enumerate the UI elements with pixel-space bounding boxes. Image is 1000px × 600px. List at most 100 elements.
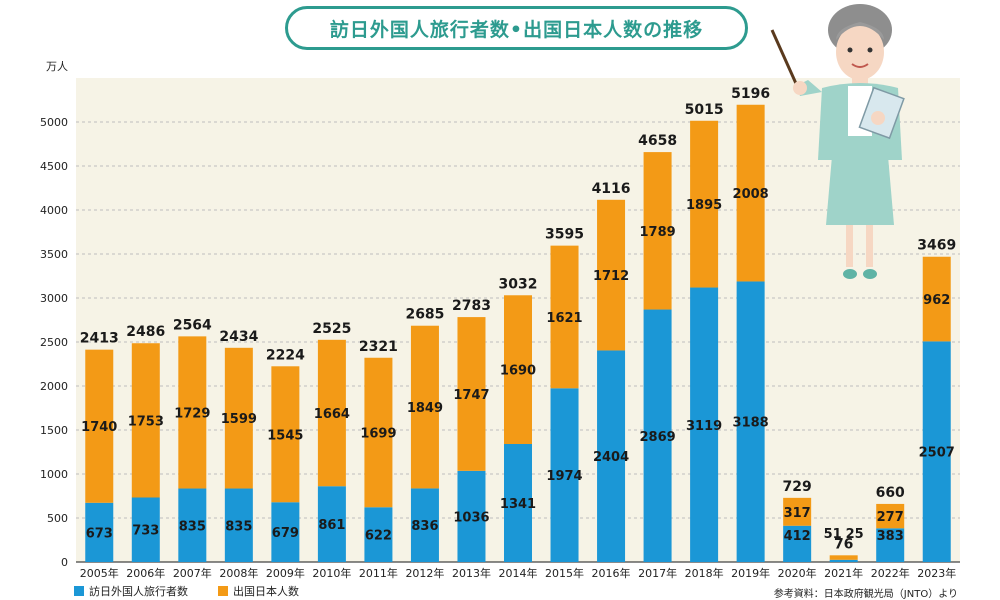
x-tick-label: 2019年	[731, 566, 770, 580]
label-total: 3469	[917, 238, 956, 254]
bar-visitors	[690, 287, 719, 562]
bar-outbound	[131, 343, 160, 498]
label-visitors: 835	[179, 519, 206, 534]
x-tick-label: 2021年	[824, 566, 863, 580]
bar-visitors	[504, 443, 532, 562]
label-total: 2525	[312, 321, 351, 337]
label-visitors: 836	[411, 519, 438, 534]
legend-item-visitors: 訪日外国人旅行者数	[74, 583, 188, 599]
bar-visitors	[922, 341, 951, 562]
label-visitors: 622	[365, 529, 392, 544]
teacher-illustration	[770, 4, 905, 279]
bar-outbound	[504, 295, 532, 444]
x-tick-label: 2022年	[871, 566, 910, 580]
bar-visitors	[224, 488, 253, 562]
bar-visitors	[271, 502, 300, 562]
label-total: 2486	[126, 324, 165, 340]
x-tick-label: 2011年	[359, 566, 398, 580]
label-visitors: 1341	[500, 497, 536, 512]
bar-outbound	[457, 317, 486, 471]
label-total: 3032	[499, 276, 538, 292]
y-tick-label: 4500	[40, 160, 68, 173]
label-visitors: 679	[272, 526, 299, 541]
x-tick-label: 2013年	[452, 566, 491, 580]
label-visitors: 383	[877, 529, 904, 544]
bar-outbound	[643, 152, 672, 310]
y-tick-label: 0	[61, 556, 68, 569]
bar-outbound	[690, 120, 719, 288]
label-outbound: 1690	[500, 364, 536, 379]
bar-outbound	[922, 256, 951, 342]
label-total: 2783	[452, 298, 491, 314]
bar-outbound	[224, 347, 253, 489]
bar-outbound	[550, 245, 579, 389]
label-outbound: 1789	[639, 225, 675, 240]
label-visitors: 835	[225, 519, 252, 534]
label-total: 2434	[219, 329, 258, 345]
bar-visitors	[178, 488, 207, 562]
x-tick-label: 2023年	[917, 566, 956, 580]
label-visitors: 2869	[639, 430, 675, 445]
label-outbound: 1895	[686, 198, 722, 213]
x-tick-label: 2016年	[592, 566, 631, 580]
x-tick-label: 2018年	[685, 566, 724, 580]
y-tick-label: 2500	[40, 336, 68, 349]
bar-outbound	[410, 325, 439, 489]
label-visitors: 2507	[919, 446, 955, 461]
label-total: 5196	[731, 86, 770, 102]
label-visitors: 1974	[546, 469, 582, 484]
bar-visitors	[410, 488, 439, 562]
bar-outbound	[364, 357, 393, 508]
x-tick-label: 2009年	[266, 566, 305, 580]
label-visitors: 1036	[453, 510, 489, 525]
bar-outbound	[178, 336, 207, 489]
y-tick-label: 5000	[40, 116, 68, 129]
label-outbound: 1664	[314, 407, 350, 422]
label-outbound: 1753	[128, 414, 164, 429]
bar-visitors	[597, 350, 626, 562]
x-tick-label: 2008年	[219, 566, 258, 580]
x-tick-label: 2020年	[778, 566, 817, 580]
bar-outbound	[829, 555, 858, 560]
label-visitors: 412	[784, 529, 811, 544]
label-outbound: 1699	[360, 427, 396, 442]
label-visitors: 3119	[686, 419, 722, 434]
bar-visitors	[85, 502, 114, 562]
label-outbound: 1747	[453, 388, 489, 403]
x-tick-label: 2012年	[405, 566, 444, 580]
bar-visitors	[736, 281, 765, 562]
label-total: 660	[876, 485, 905, 501]
bar-visitors	[457, 470, 486, 562]
bar-visitors	[131, 497, 160, 562]
legend: 訪日外国人旅行者数 出国日本人数	[74, 583, 329, 599]
label-outbound: 962	[923, 293, 950, 308]
y-tick-label: 500	[47, 512, 68, 525]
bar-outbound	[736, 104, 765, 282]
label-visitors: 3188	[733, 416, 769, 431]
label-total: 2321	[359, 339, 398, 355]
label-outbound: 1740	[81, 420, 117, 435]
x-tick-label: 2015年	[545, 566, 584, 580]
label-total: 2685	[405, 307, 444, 323]
bar-visitors	[876, 528, 905, 562]
chart-title: 訪日外国人旅行者数•出国日本人数の推移	[285, 6, 748, 50]
label-outbound: 277	[877, 510, 904, 525]
bar-visitors	[783, 525, 812, 562]
label-visitors: 733	[132, 524, 159, 539]
label-outbound: 1849	[407, 401, 443, 416]
label-total: 3595	[545, 227, 584, 243]
label-visitors: 861	[318, 518, 345, 533]
source-note: 参考資料：日本政府観光局（JNTO）より	[773, 589, 958, 600]
label-outbound: 1729	[174, 406, 210, 421]
y-axis-label: 万人	[46, 60, 68, 73]
x-tick-label: 2005年	[80, 566, 119, 580]
bars: 673 1740 2413 733 1753 2486 835 1729 2564 835 1599…	[80, 86, 956, 562]
y-tick-label: 2000	[40, 380, 68, 393]
bar-visitors	[643, 309, 672, 562]
legend-label-outbound: 出国日本人数	[233, 585, 299, 598]
bar-outbound	[783, 497, 812, 526]
legend-swatch-visitors	[74, 586, 84, 596]
label-total: 2224	[266, 347, 305, 363]
y-tick-label: 3000	[40, 292, 68, 305]
